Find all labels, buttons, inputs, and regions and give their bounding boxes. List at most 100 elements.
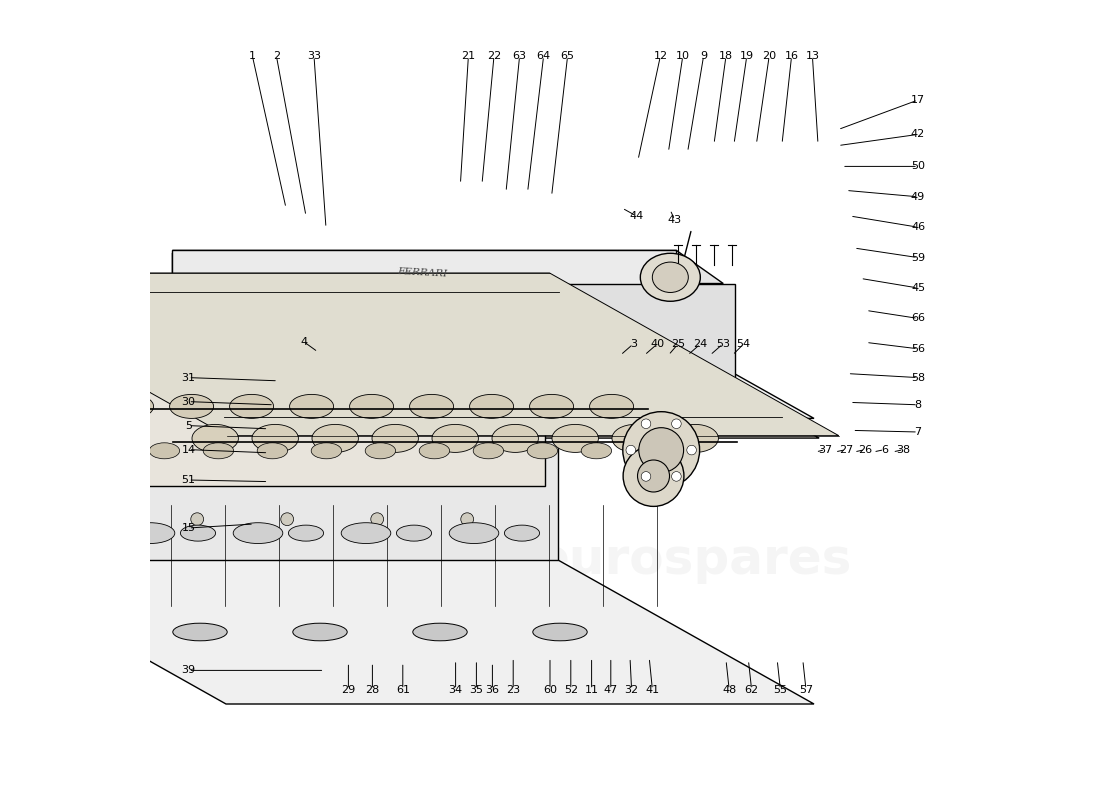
Polygon shape: [0, 284, 546, 486]
Circle shape: [461, 513, 474, 526]
Ellipse shape: [470, 394, 514, 418]
Ellipse shape: [73, 525, 108, 541]
Text: 7: 7: [914, 427, 922, 437]
Polygon shape: [173, 250, 676, 368]
Text: 6: 6: [881, 445, 888, 454]
Text: 17: 17: [911, 95, 925, 105]
Circle shape: [84, 460, 91, 467]
Text: 12: 12: [653, 51, 668, 61]
Text: 10: 10: [675, 51, 690, 61]
Ellipse shape: [180, 525, 216, 541]
Ellipse shape: [293, 623, 348, 641]
Ellipse shape: [412, 623, 468, 641]
Circle shape: [280, 513, 294, 526]
Text: 60: 60: [543, 685, 557, 694]
Polygon shape: [0, 273, 839, 436]
Text: 21: 21: [461, 51, 475, 61]
Text: 24: 24: [693, 339, 707, 349]
Circle shape: [109, 487, 116, 494]
Text: 43: 43: [668, 215, 682, 225]
Ellipse shape: [125, 522, 175, 543]
Text: 9: 9: [700, 51, 707, 61]
Polygon shape: [0, 274, 558, 560]
Ellipse shape: [409, 394, 453, 418]
Ellipse shape: [257, 442, 287, 459]
Text: 48: 48: [722, 685, 736, 694]
Text: 2: 2: [273, 51, 280, 61]
Ellipse shape: [169, 394, 213, 418]
Ellipse shape: [173, 623, 228, 641]
Ellipse shape: [492, 424, 538, 452]
Text: eurospares: eurospares: [216, 360, 532, 408]
Circle shape: [11, 513, 23, 526]
Polygon shape: [173, 250, 724, 283]
Circle shape: [371, 513, 384, 526]
Text: 3: 3: [629, 339, 637, 349]
Ellipse shape: [233, 522, 283, 543]
Text: 19: 19: [739, 51, 754, 61]
Text: 18: 18: [719, 51, 733, 61]
Text: 22: 22: [487, 51, 502, 61]
Ellipse shape: [552, 424, 598, 452]
Text: 35: 35: [470, 685, 483, 694]
Ellipse shape: [581, 442, 612, 459]
Text: 63: 63: [513, 51, 527, 61]
Text: eurospares: eurospares: [536, 536, 852, 584]
Text: 51: 51: [182, 475, 196, 485]
Text: 32: 32: [625, 685, 639, 694]
Circle shape: [639, 428, 683, 473]
Circle shape: [672, 419, 681, 429]
Ellipse shape: [529, 394, 573, 418]
Ellipse shape: [365, 442, 396, 459]
Text: 13: 13: [805, 51, 820, 61]
Ellipse shape: [312, 424, 359, 452]
Text: 29: 29: [341, 685, 355, 694]
Ellipse shape: [635, 442, 666, 459]
Ellipse shape: [204, 442, 233, 459]
Text: 34: 34: [449, 685, 463, 694]
Circle shape: [623, 446, 684, 506]
Circle shape: [641, 472, 651, 482]
Ellipse shape: [150, 442, 179, 459]
Text: 53: 53: [716, 339, 729, 349]
Circle shape: [672, 472, 681, 482]
Ellipse shape: [192, 424, 239, 452]
Circle shape: [686, 446, 696, 455]
Text: 8: 8: [914, 400, 922, 410]
Circle shape: [84, 421, 91, 429]
Ellipse shape: [527, 442, 558, 459]
Text: 11: 11: [584, 685, 598, 694]
Circle shape: [74, 433, 81, 441]
Ellipse shape: [252, 424, 298, 452]
Circle shape: [77, 505, 85, 512]
Circle shape: [623, 412, 700, 489]
Circle shape: [626, 446, 636, 455]
Ellipse shape: [432, 424, 478, 452]
Text: 65: 65: [561, 51, 574, 61]
Circle shape: [60, 460, 122, 521]
Circle shape: [74, 448, 81, 456]
Ellipse shape: [590, 394, 634, 418]
Ellipse shape: [289, 394, 333, 418]
Text: 59: 59: [911, 253, 925, 262]
Text: 37: 37: [818, 445, 833, 454]
Circle shape: [103, 500, 110, 507]
Ellipse shape: [288, 525, 323, 541]
Text: 14: 14: [182, 445, 196, 454]
Ellipse shape: [449, 522, 498, 543]
Text: 15: 15: [182, 523, 196, 533]
Text: 39: 39: [182, 666, 196, 675]
Text: 5: 5: [185, 421, 191, 430]
Circle shape: [68, 480, 75, 486]
Ellipse shape: [350, 394, 394, 418]
Circle shape: [77, 469, 85, 476]
Text: 1: 1: [249, 51, 256, 61]
Text: 66: 66: [911, 314, 925, 323]
Ellipse shape: [612, 424, 659, 452]
Polygon shape: [0, 274, 814, 418]
Ellipse shape: [419, 442, 450, 459]
Ellipse shape: [505, 525, 540, 541]
Text: 64: 64: [537, 51, 551, 61]
Polygon shape: [0, 560, 814, 704]
Text: 38: 38: [896, 445, 911, 454]
